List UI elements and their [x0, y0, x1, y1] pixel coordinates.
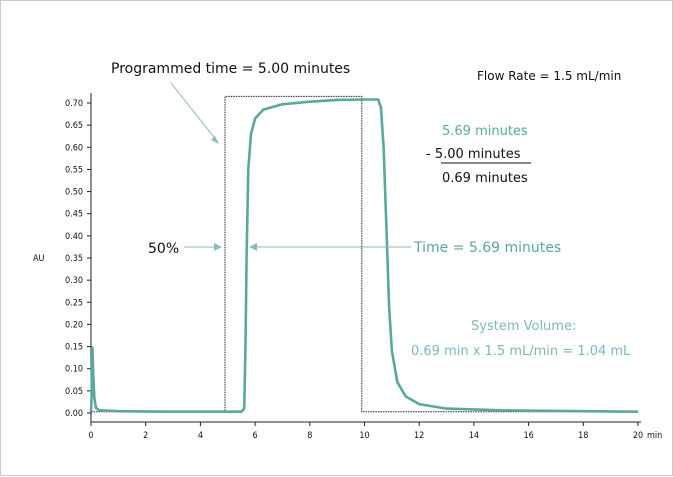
calc-line-3: 0.69 minutes — [442, 171, 528, 186]
programmed-time-label: Programmed time = 5.00 minutes — [111, 61, 350, 77]
x-ticks: 0 2 4 6 8 10 12 14 16 18 20 min — [88, 422, 662, 441]
programmed-trace-line — [91, 95, 638, 413]
y-tick-label: 0.45 — [65, 210, 83, 220]
y-tick-label: 0.20 — [65, 320, 83, 330]
x-tick-label: 20 — [633, 431, 643, 441]
x-tick-label: 12 — [414, 431, 424, 441]
axes — [90, 93, 641, 423]
flow-rate-label: Flow Rate = 1.5 mL/min — [477, 69, 621, 83]
x-tick-label: 0 — [88, 431, 93, 441]
y-tick-label: 0.00 — [65, 409, 83, 419]
measured-trace-line — [89, 98, 639, 414]
y-tick-label: 0.30 — [65, 276, 83, 286]
y-tick-label: 0.15 — [65, 343, 83, 353]
programmed-time-arrowhead — [211, 136, 219, 144]
x-tick-label: 2 — [143, 431, 148, 441]
x-tick-label: 6 — [253, 431, 258, 441]
x-tick-label: 8 — [307, 431, 312, 441]
time-label: Time = 5.69 minutes — [413, 240, 561, 256]
y-tick-label: 0.55 — [65, 165, 83, 175]
fifty-percent-arrowhead — [214, 243, 222, 251]
annotations: Programmed time = 5.00 minutes Flow Rate… — [111, 61, 631, 359]
x-tick-label: 16 — [523, 431, 533, 441]
system-volume-calc: 0.69 min x 1.5 mL/min = 1.04 mL — [411, 344, 631, 359]
y-tick-label: 0.35 — [65, 254, 83, 264]
y-axis-label: AU — [33, 254, 45, 264]
x-unit-label: min — [647, 431, 662, 441]
y-tick-label: 0.05 — [65, 387, 83, 397]
system-volume-title: System Volume: — [471, 319, 576, 334]
x-tick-label: 10 — [359, 431, 369, 441]
y-tick-label: 0.40 — [65, 232, 83, 242]
y-ticks: 0.00 0.05 0.10 0.15 0.20 0.25 0.30 0.35 0.40 0.45… — [65, 99, 91, 419]
series-layer — [89, 95, 639, 414]
y-tick-label: 0.25 — [65, 298, 83, 308]
x-tick-label: 4 — [198, 431, 203, 441]
y-tick-label: 0.10 — [65, 365, 83, 375]
programmed-time-arrow-line — [170, 82, 218, 142]
fifty-percent-label: 50% — [148, 241, 179, 257]
y-tick-label: 0.50 — [65, 188, 83, 198]
x-tick-label: 14 — [469, 431, 479, 441]
time-arrowhead — [249, 243, 257, 251]
y-tick-label: 0.60 — [65, 143, 83, 153]
x-tick-label: 18 — [578, 431, 588, 441]
calc-line-1: 5.69 minutes — [442, 124, 528, 139]
calc-line-2: - 5.00 minutes — [426, 147, 521, 162]
y-tick-label: 0.70 — [65, 99, 83, 109]
y-tick-label: 0.65 — [65, 121, 83, 131]
